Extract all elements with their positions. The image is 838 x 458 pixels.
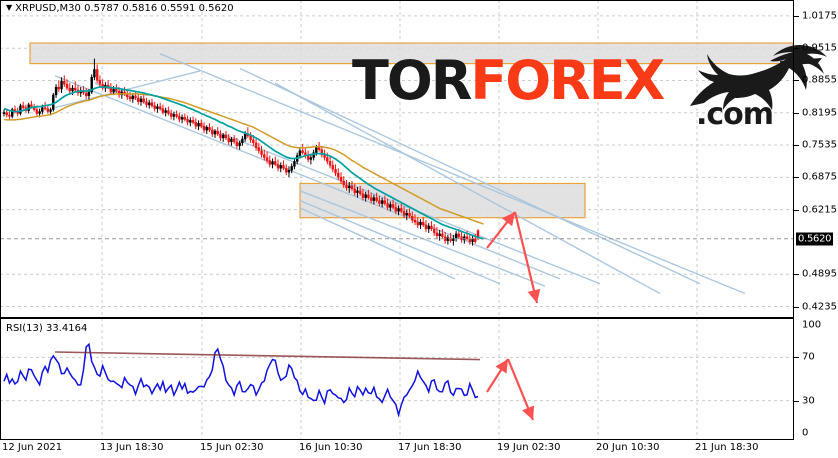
time-tick-label: 12 Jun 2021 [2,442,63,453]
chart-header: ▼ XRPUSD,M30 0.5787 0.5816 0.5591 0.5620 [6,2,234,15]
price-tick-mark [794,15,799,17]
rsi-header-label: RSI(13) 33.4164 [6,323,88,334]
price-chart-canvas [0,0,794,318]
time-tick-label: 15 Jun 02:30 [200,442,264,453]
time-tick-label: 13 Jun 18:30 [100,442,164,453]
chart-header-label: XRPUSD,M30 0.5787 0.5816 0.5591 0.5620 [15,3,234,14]
current-price-badge: 0.5620 [796,232,834,246]
price-tick-mark [794,274,799,276]
price-tick-mark [794,177,799,179]
price-tick-mark [794,306,799,308]
price-tick-label: 0.9515 [802,42,837,54]
price-tick-label: 0.8855 [802,74,837,86]
price-plot-border [0,0,794,318]
rsi-indicator-panel[interactable] [0,318,838,440]
price-tick-mark [794,80,799,82]
rsi-tick-label: 100 [802,319,822,331]
time-x-axis: 12 Jun 2021 13 Jun 18:30 15 Jun 02:30 16 Ju… [0,440,838,458]
rsi-chart-canvas [0,318,794,440]
price-tick-label: 0.4895 [802,268,837,280]
rsi-plot-border [0,318,794,440]
time-tick-label: 20 Jun 10:30 [596,442,660,453]
rsi-tick-label: 70 [802,351,815,363]
price-tick-mark [794,145,799,147]
price-tick-label: 1.0175 [802,10,837,22]
price-tick-mark [794,48,799,50]
rsi-tick-label: 0 [802,427,809,439]
time-tick-label: 16 Jun 10:30 [299,442,363,453]
rsi-tick-mark [794,357,799,359]
price-tick-label: 0.6215 [802,204,837,216]
price-tick-mark [794,209,799,211]
rsi-tick-label: 30 [802,395,815,407]
price-tick-label: 0.7535 [802,139,837,151]
triangle-down-icon[interactable]: ▼ [6,3,13,12]
rsi-tick-mark [794,400,799,402]
price-tick-label: 0.8195 [802,107,837,119]
price-tick-mark [794,112,799,114]
time-tick-label: 17 Jun 18:30 [398,442,462,453]
time-tick-label: 21 Jun 18:30 [695,442,759,453]
time-tick-label: 19 Jun 02:30 [497,442,561,453]
price-tick-label: 0.6875 [802,171,837,183]
price-tick-label: 0.4235 [802,301,837,312]
